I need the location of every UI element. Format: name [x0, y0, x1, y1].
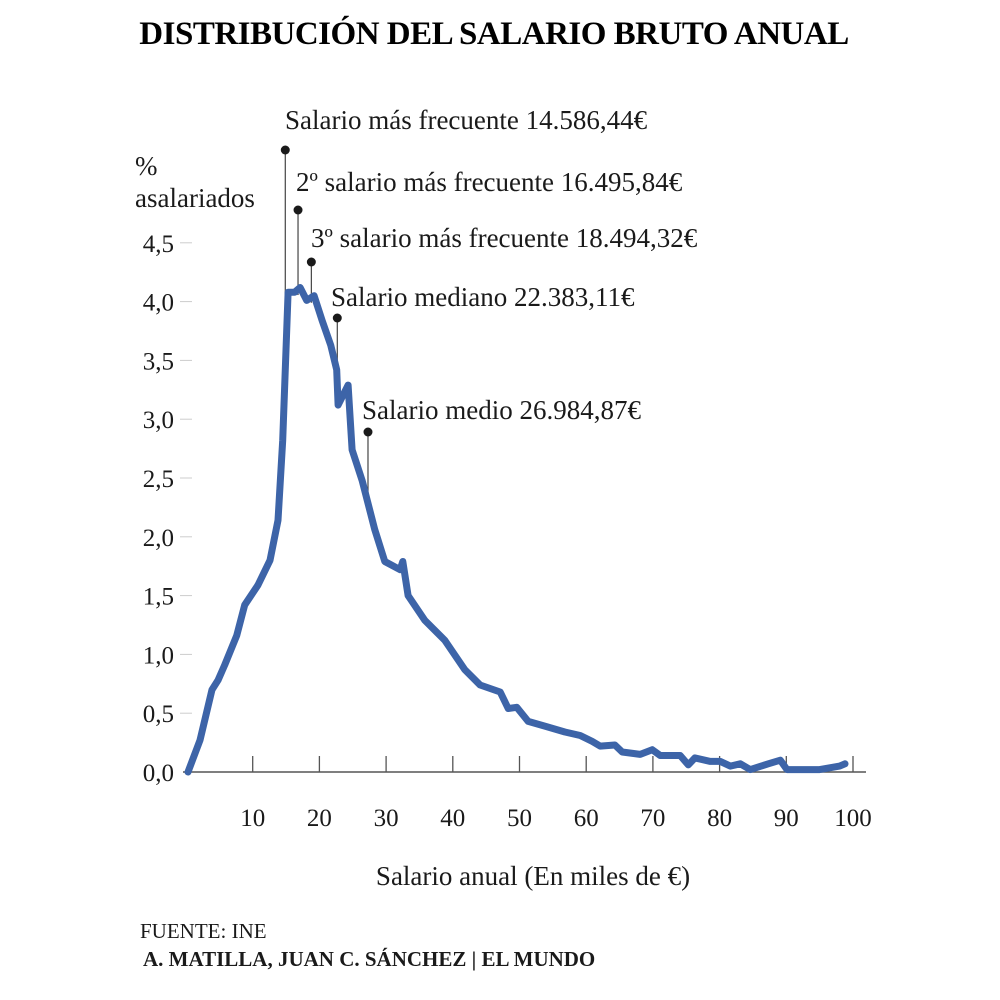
- y-tick-label: 3,5: [143, 348, 174, 375]
- annotation-dot: [306, 257, 316, 267]
- annotation-label: 3º salario más frecuente 18.494,32€: [311, 223, 698, 253]
- y-tick-label: 4,0: [143, 290, 174, 317]
- annotation-dot: [332, 313, 342, 323]
- annotation-dot: [363, 427, 373, 437]
- x-tick-label: 20: [307, 805, 332, 832]
- x-tick-label: 90: [774, 805, 799, 832]
- y-tick-label: 3,0: [143, 407, 174, 434]
- y-tick-label: 4,5: [143, 231, 174, 258]
- annotation-dot: [293, 205, 303, 215]
- y-tick-label: 2,5: [143, 466, 174, 493]
- y-tick-label: 1,0: [143, 642, 174, 669]
- y-tick-label: 2,0: [143, 525, 174, 552]
- y-tick-label: 0,0: [143, 760, 174, 787]
- y-tick-label: 0,5: [143, 701, 174, 728]
- annotation-label: Salario más frecuente 14.586,44€: [285, 105, 648, 135]
- source-note: FUENTE: INE: [140, 919, 267, 943]
- y-tick-label: 1,5: [143, 584, 174, 611]
- y-axis-label-line2: asalariados: [135, 183, 255, 213]
- x-tick-label: 100: [834, 805, 872, 832]
- annotation-label: Salario medio 26.984,87€: [362, 395, 641, 425]
- x-axis-label: Salario anual (En miles de €): [376, 861, 690, 891]
- x-tick-label: 70: [640, 805, 665, 832]
- x-tick-label: 60: [574, 805, 599, 832]
- x-tick-label: 40: [440, 805, 465, 832]
- chart-title: DISTRIBUCIÓN DEL SALARIO BRUTO ANUAL: [139, 14, 848, 52]
- x-tick-label: 10: [240, 805, 265, 832]
- author-credit: A. MATILLA, JUAN C. SÁNCHEZ | EL MUNDO: [143, 947, 595, 971]
- annotation-dot: [280, 145, 290, 155]
- x-tick-label: 30: [374, 805, 399, 832]
- y-axis-label-line1: %: [135, 151, 158, 181]
- x-tick-label: 80: [707, 805, 732, 832]
- annotation-label: Salario mediano 22.383,11€: [331, 282, 635, 312]
- annotation-label: 2º salario más frecuente 16.495,84€: [296, 167, 683, 197]
- salary-distribution-line: [184, 284, 849, 776]
- x-tick-label: 50: [507, 805, 532, 832]
